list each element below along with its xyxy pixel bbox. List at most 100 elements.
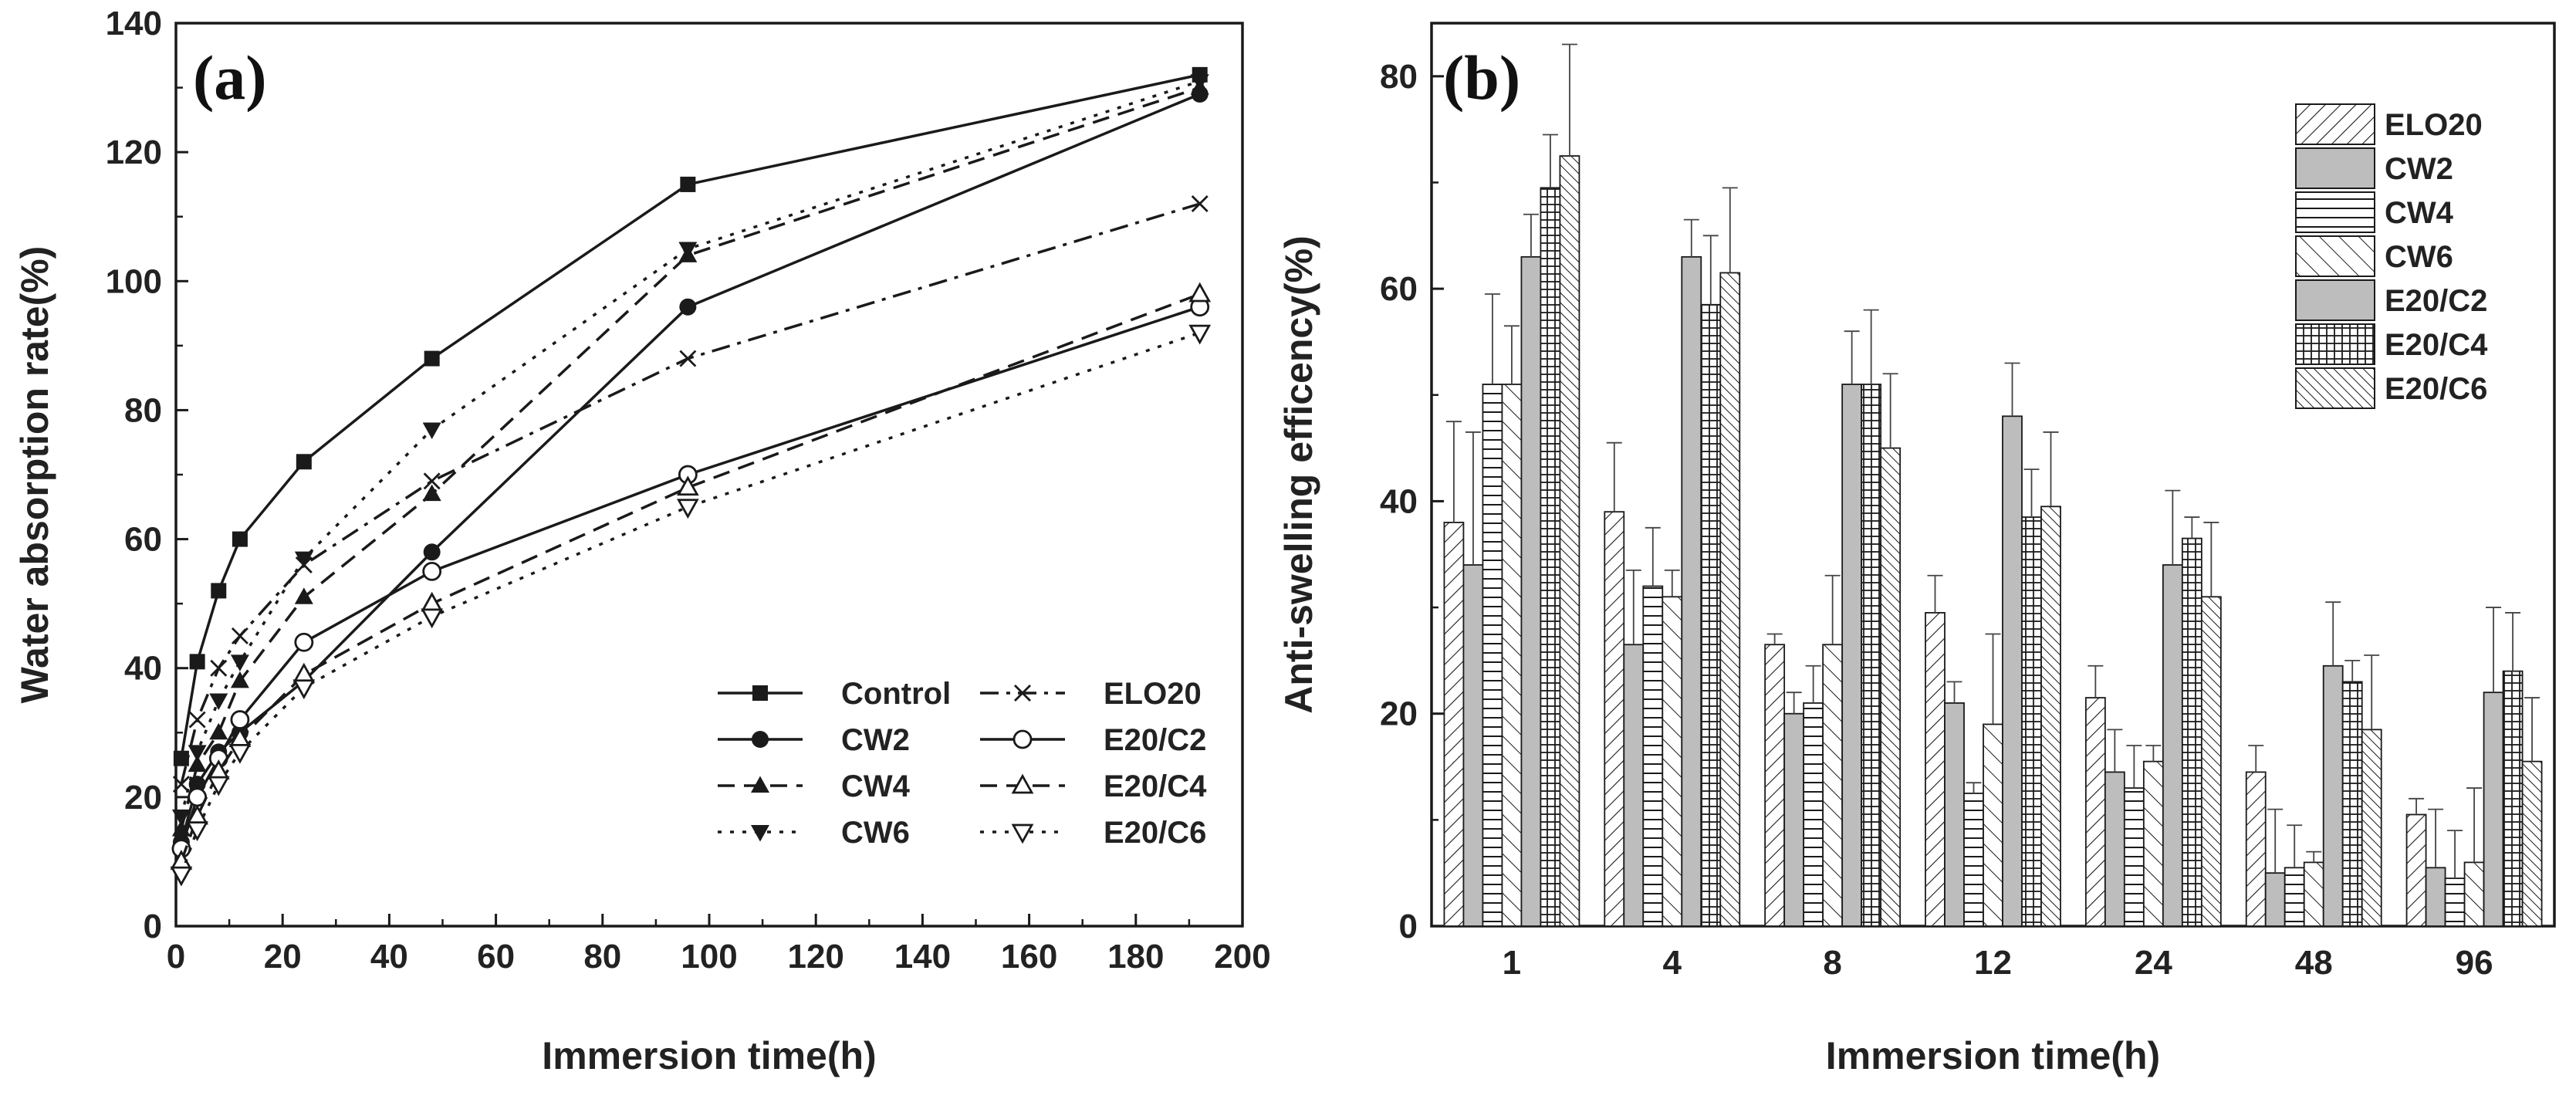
legend-label: CW4 <box>2385 196 2454 230</box>
legend-swatch <box>2295 323 2375 365</box>
legend-marker-stroke-2 <box>1014 685 1031 702</box>
bar <box>2104 771 2125 927</box>
legend-marker <box>751 825 769 842</box>
data-point <box>230 671 249 688</box>
legend-swatch <box>2295 191 2375 233</box>
data-point <box>189 654 205 670</box>
data-point <box>422 484 441 502</box>
y-tick-label-a: 120 <box>106 134 162 171</box>
bar <box>1719 272 1741 927</box>
data-point <box>172 776 190 793</box>
series-line <box>180 86 1201 830</box>
legend-item: E20/C6 <box>980 816 1206 850</box>
legend-item: E20/C6 <box>2295 367 2487 409</box>
data-point-shape <box>421 591 444 612</box>
bar <box>2322 664 2344 927</box>
data-point <box>171 809 191 827</box>
x-tick-label-a: 80 <box>583 938 621 976</box>
series-line <box>180 79 1201 817</box>
y-axis-title-b: Anti-swelling efficency(%) <box>1277 235 1320 714</box>
x-tick-label-a: 180 <box>1107 938 1164 976</box>
data-point-shape <box>422 484 441 502</box>
legend-swatch <box>2295 279 2375 321</box>
data-point <box>186 821 209 842</box>
legend-item: CW6 <box>718 816 910 850</box>
legend-label: E20/C2 <box>1104 723 1206 757</box>
x-tick-label-a: 160 <box>1001 938 1057 976</box>
bar <box>2361 729 2382 927</box>
legend-marker <box>752 731 769 748</box>
data-point-shape <box>678 242 698 259</box>
x-tick-label-a: 120 <box>787 938 843 976</box>
bar <box>2483 692 2504 927</box>
data-point <box>294 632 314 652</box>
legend-swatch <box>2295 235 2375 277</box>
legend-item: CW4 <box>2295 191 2454 233</box>
bar <box>2425 867 2446 927</box>
legend-marker-shape <box>752 731 769 748</box>
x-tick-label-a: 140 <box>894 938 951 976</box>
legend-marker <box>752 685 768 701</box>
legend-swatch <box>2295 103 2375 145</box>
y-tick-label-a: 20 <box>124 779 162 817</box>
y-axis-title-a: Water absorption rate(%) <box>13 246 56 704</box>
bar <box>1783 712 1805 927</box>
data-point-shape <box>422 561 442 581</box>
x-tick-label-b: 1 <box>1503 944 1521 982</box>
bar <box>2463 861 2485 927</box>
y-tick-label-b: 20 <box>1380 695 1418 733</box>
bar <box>1681 255 1702 927</box>
data-point <box>1190 74 1209 91</box>
x-tick-label-a: 20 <box>264 938 302 976</box>
data-point <box>424 350 440 367</box>
data-point-shape <box>171 809 191 827</box>
series-line <box>180 293 1201 863</box>
data-point-shape <box>232 531 248 547</box>
legend-item: E20/C2 <box>980 723 1206 757</box>
series-e20-c4 <box>170 282 1212 870</box>
bar <box>2245 771 2267 927</box>
bar <box>1662 596 1683 927</box>
data-point-shape <box>209 693 228 710</box>
x-tick-label-a: 200 <box>1214 938 1270 976</box>
bar <box>2142 760 2164 927</box>
y-tick-label-a: 60 <box>124 521 162 559</box>
data-point <box>209 693 228 710</box>
bar <box>1841 384 1863 927</box>
data-point-stroke-2 <box>295 556 313 573</box>
data-point-shape <box>230 654 249 671</box>
panel-label-a: (a) <box>193 42 267 113</box>
y-tick-label-b: 80 <box>1380 58 1418 96</box>
y-tick-label-a: 0 <box>144 908 162 945</box>
data-point-stroke-2 <box>423 472 441 490</box>
data-point-shape <box>294 587 313 604</box>
series-cw6 <box>171 74 1209 827</box>
data-point-shape <box>211 583 227 599</box>
bar <box>2284 867 2305 927</box>
series-e20-c6 <box>1559 43 2543 927</box>
data-point-shape <box>230 671 249 688</box>
data-point-shape <box>207 776 230 796</box>
legend-label: CW4 <box>841 769 911 803</box>
legend-item: Control <box>718 677 951 711</box>
legend-item: E20/C2 <box>2295 279 2487 321</box>
data-point <box>1188 324 1212 345</box>
data-point <box>295 556 313 573</box>
legend-label: E20/C4 <box>2385 328 2488 362</box>
bar <box>1822 644 1844 927</box>
panel-label-b: (b) <box>1443 42 1520 113</box>
legend-marker-shape <box>751 776 769 793</box>
data-point-stroke-2 <box>188 711 206 729</box>
x-tick-label-b: 24 <box>2135 944 2172 982</box>
data-point-shape <box>680 176 696 192</box>
data-point-shape <box>424 350 440 367</box>
data-point-shape <box>294 551 313 569</box>
bar <box>2444 878 2466 927</box>
data-point-shape <box>1188 282 1212 303</box>
panel-a-line-chart: 0 20 40 60 80 100 120 140 160 180 200 0 20 40 60 80 100 1… <box>13 5 1271 1077</box>
x-tick-label-b: 4 <box>1663 944 1682 982</box>
y-tick-label-a: 140 <box>106 5 162 42</box>
series-e20-c2 <box>1520 213 2504 927</box>
